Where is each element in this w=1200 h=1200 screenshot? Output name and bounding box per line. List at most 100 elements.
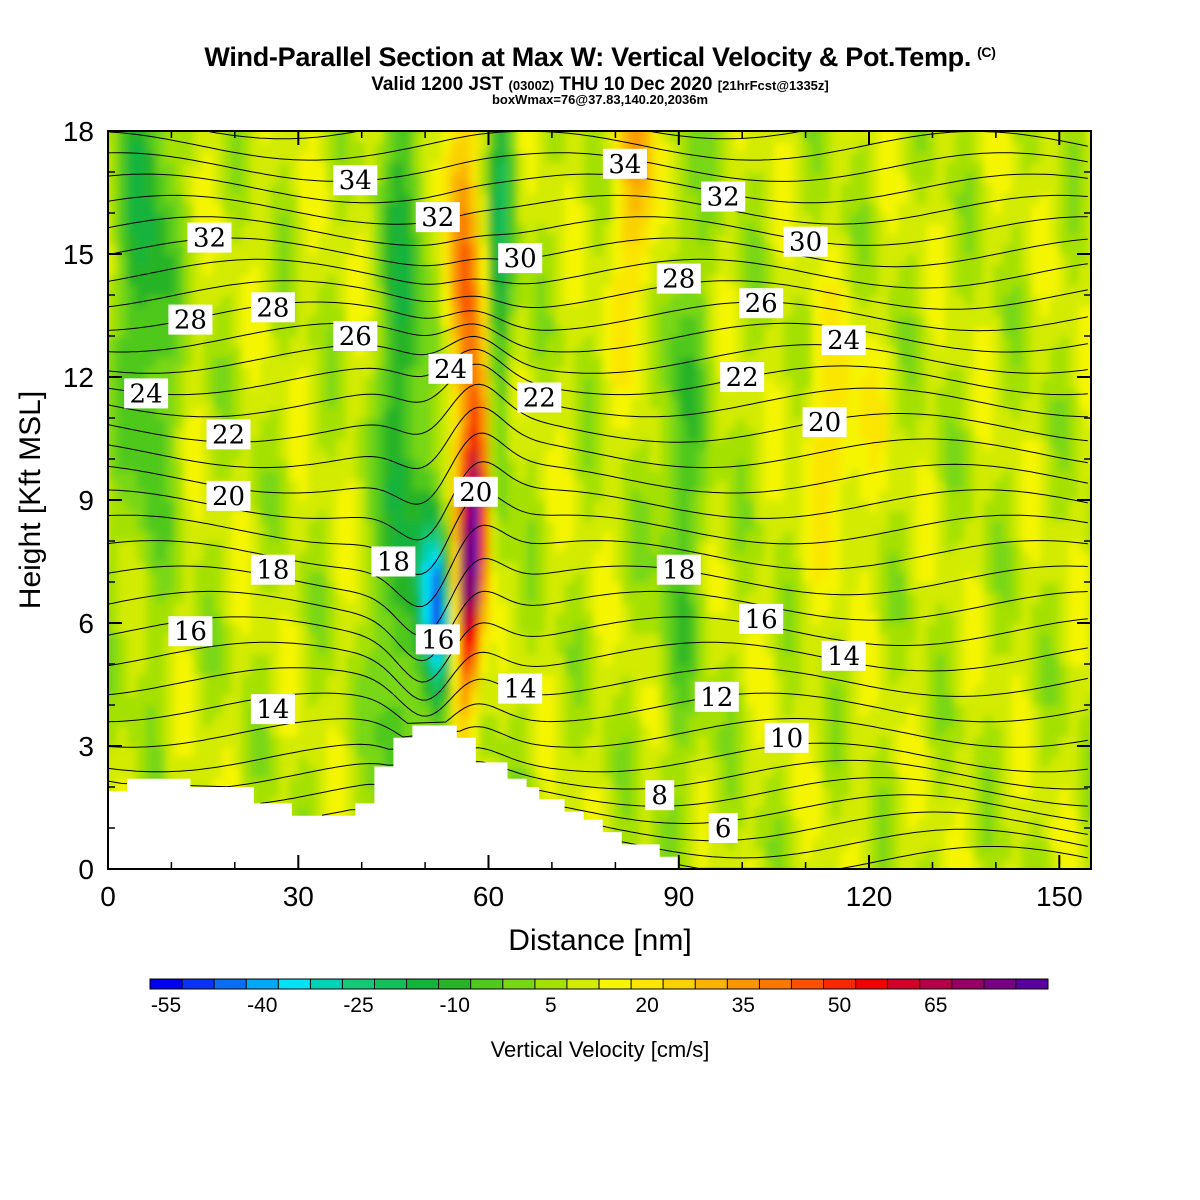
contour-label-box: 22 [720,362,765,393]
theta-isoline [602,811,1088,842]
contour-label-text: 10 [770,724,803,754]
contour-label-text: 28 [174,306,207,336]
x-tick-label: 0 [100,881,116,912]
theta-isoline [108,641,1088,701]
theta-isoline [108,383,1088,443]
theta-isoline [108,742,1088,773]
contour-label-background [124,378,169,409]
theta-isoline [108,667,1088,717]
colorbar-swatch [823,979,857,989]
colorbar-swatch [566,979,600,989]
theta-isoline [108,348,1088,396]
theta-isoline [108,280,1088,310]
colorbar-title: Vertical Velocity [cm/s] [491,1037,710,1062]
colorbar-swatch [502,979,536,989]
contour-label-background [187,222,232,253]
contour-label-text: 22 [726,363,759,393]
x-tick-label: 90 [663,881,694,912]
contour-label-box: 10 [764,722,809,754]
colorbar-swatch [663,979,696,989]
valid-utc: (0300Z) [508,78,555,93]
contour-label-background [250,292,295,323]
colorbar-tick-label: 5 [545,994,557,1017]
contour-label-box: 16 [739,603,784,635]
contour-label-box: 32 [187,222,232,254]
contour-label-text: 6 [715,814,732,844]
contour-label-background [168,616,213,647]
contour-label-text: 24 [827,326,860,356]
contour-label-box: 18 [656,554,701,586]
contour-label-box: 6 [708,813,738,844]
theta-isoline [108,152,1088,182]
contour-label-background [517,382,562,413]
colorbar-swatch [438,979,472,989]
colorbar-swatch [695,979,728,989]
colorbar-swatch [1015,979,1049,989]
contour-label-background [694,681,739,712]
contour-label-text: 14 [256,695,289,725]
colorbar-swatch [951,979,985,989]
theta-isoline [621,828,1088,859]
colorbar-swatch [983,979,1017,989]
y-tick-label: 0 [78,854,94,885]
contour-label-box: 30 [498,243,543,274]
contour-label-text: 20 [808,408,841,438]
x-tick-label: 120 [846,881,893,912]
colorbar-tick-label: -55 [151,994,181,1017]
contour-label-background [645,780,675,811]
contour-label-text: 16 [174,617,207,647]
colorbar-swatch [470,979,504,989]
contour-label-background [250,694,295,725]
contour-label-box: 20 [453,476,498,508]
contour-label-background [701,181,746,212]
contour-label-box: 20 [206,480,251,512]
theta-isoline [108,216,1088,247]
colorbar-swatch [855,979,889,989]
y-tick-label: 18 [63,116,94,147]
contour-label-background [206,419,251,450]
contour-label-text: 22 [523,384,556,414]
contour-label-box: 26 [739,288,784,319]
terrain [108,725,1091,869]
contour-label-box: 28 [656,263,701,295]
y-axis-title: Height [Kft MSL] [14,391,47,609]
contour-label-background [656,263,701,294]
contour-label-background [764,722,809,753]
x-tick-label: 30 [283,881,314,912]
contour-label-box: 18 [250,554,295,586]
colorbar-tick-label: 50 [828,994,851,1017]
contour-label-text: 16 [421,625,454,655]
colorbar-tick-label: 20 [635,994,658,1017]
colorbar-swatch [887,979,921,989]
colorbar-tick-label: 65 [924,994,947,1017]
theta-isoline [202,131,806,140]
box-wmax-line: boxWmax=76@37.83,140.20,2036m [491,92,709,107]
colorbar-swatch [631,979,664,989]
contour-label-text: 18 [377,548,410,578]
contour-label-box: 14 [250,694,295,725]
contour-label-text: 32 [193,224,226,254]
plot-axes: 0 30 60 90 120 150 0 3 6 9 12 15 18 [63,116,1092,912]
y-tick-label: 15 [63,239,94,270]
colorbar-swatch [246,979,279,989]
x-tick-label: 150 [1036,881,1083,912]
theta-isoline [108,237,1088,268]
colorbar-swatch [214,979,247,989]
theta-isoline [108,363,1088,418]
contour-label-box: 26 [333,321,378,352]
contour-label-box: 8 [645,780,675,811]
theta-isoline [108,322,1088,353]
contour-label-box: 28 [250,292,295,323]
colorbar-frame [149,978,1049,990]
contour-label-background [802,407,847,438]
contour-label-background [720,362,765,392]
contour-label-text: 24 [130,379,163,409]
colorbar-swatch [727,979,760,989]
colorbar-swatch [278,979,311,989]
contour-label-box: 20 [802,407,847,438]
contour-label-background [656,554,701,585]
colorbar-tick-label: -10 [440,994,470,1017]
colorbar-tick-label: -40 [247,994,277,1017]
contour-label-background [168,304,213,335]
